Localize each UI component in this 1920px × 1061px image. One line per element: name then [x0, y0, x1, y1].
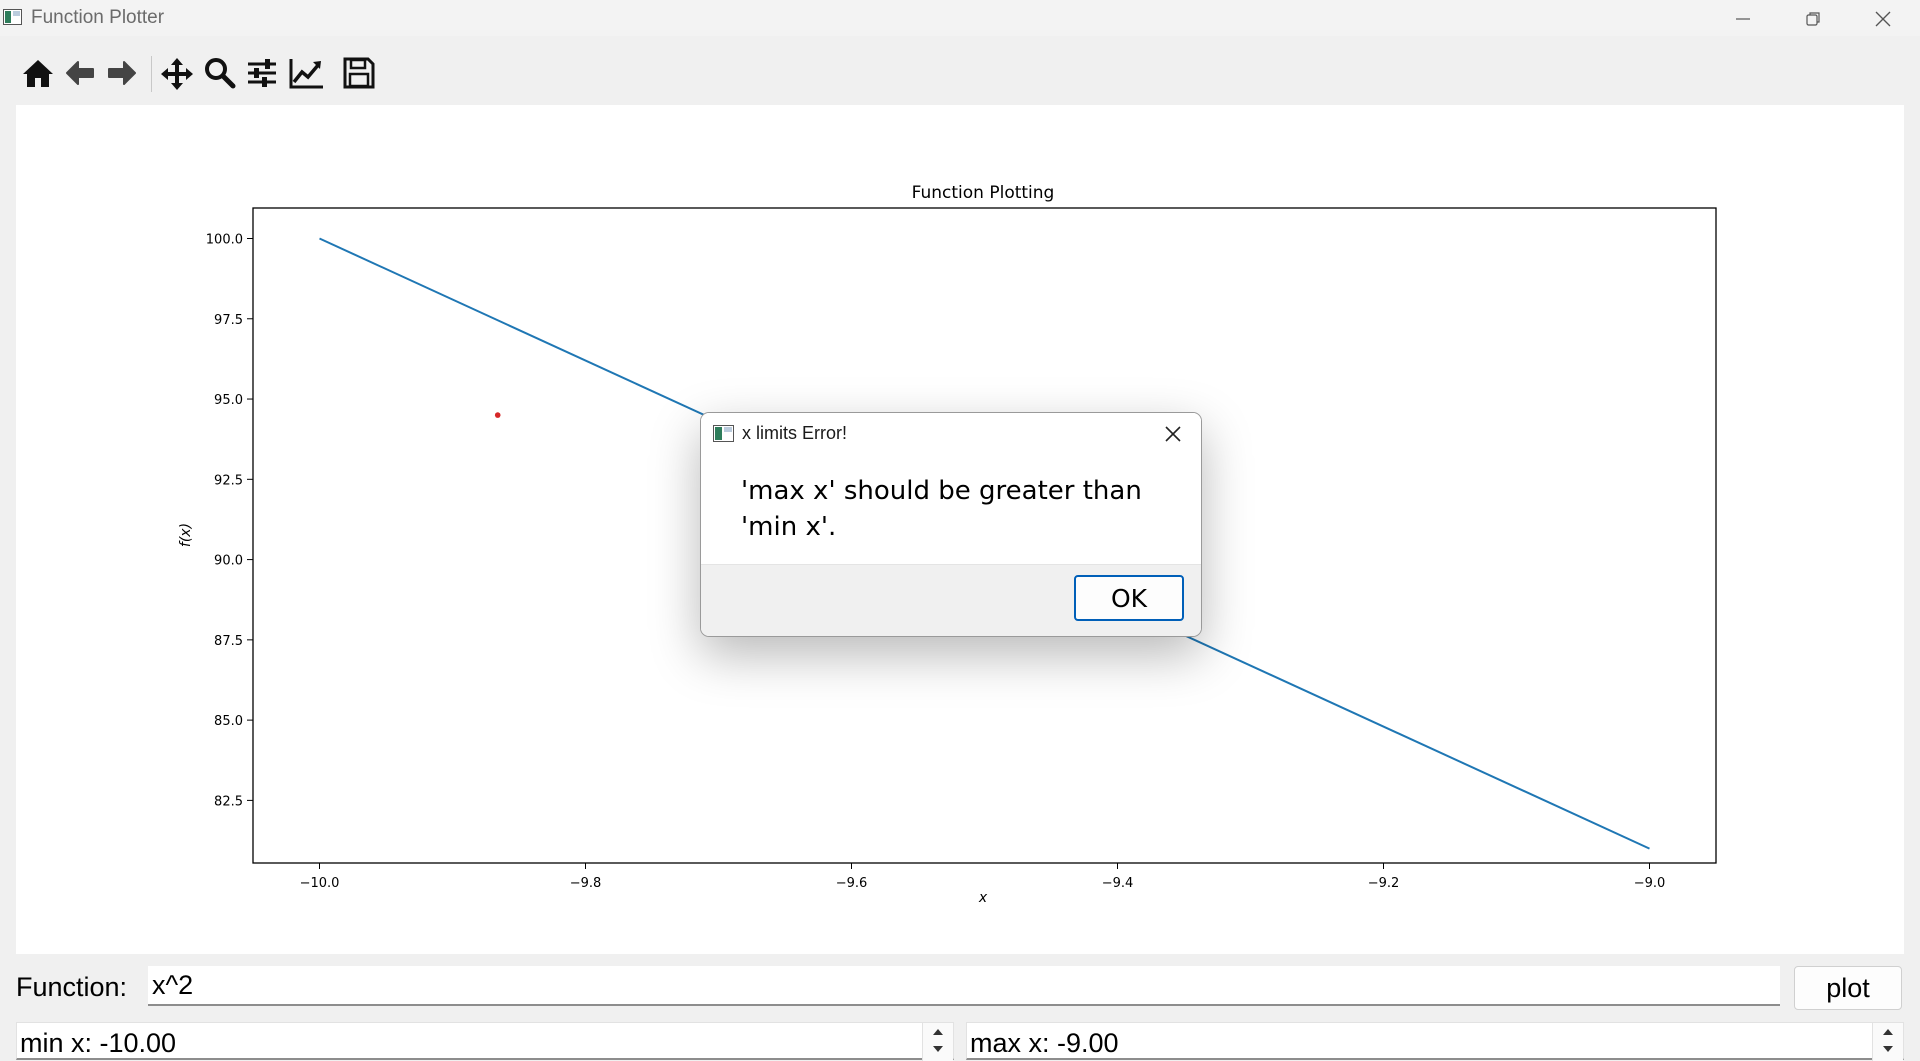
close-icon [1165, 426, 1181, 442]
chevron-up-icon [933, 1029, 943, 1035]
ok-button[interactable]: OK [1074, 575, 1184, 621]
y-tick-label: 85.0 [214, 714, 243, 729]
dialog-app-icon [713, 425, 734, 442]
x-tick-label: −9.2 [1368, 876, 1400, 891]
arrow-right-icon [108, 61, 136, 85]
dialog-close-button[interactable] [1151, 417, 1195, 451]
floppy-disk-icon [343, 57, 375, 89]
y-tick-label: 87.5 [214, 634, 243, 649]
x-axis: −10.0 −9.8 −9.6 −9.4 −9.2 −9.0 [300, 863, 1666, 891]
sliders-icon [248, 59, 276, 87]
y-axis: 82.5 85.0 87.5 90.0 92.5 95.0 97.5 100.0 [206, 233, 253, 809]
y-axis-label: f(x) [178, 523, 194, 547]
dialog-title: x limits Error! [742, 423, 847, 443]
min-x-value: min x: -10.00 [20, 1028, 177, 1058]
y-tick-label: 100.0 [206, 233, 243, 248]
y-tick-label: 97.5 [214, 313, 243, 328]
toolbar-separator [151, 56, 152, 92]
close-icon [1875, 11, 1891, 27]
restore-button[interactable] [1778, 0, 1848, 36]
dialog-title-bar: x limits Error! [701, 413, 1201, 455]
chevron-down-icon [1883, 1046, 1893, 1052]
min-x-increment[interactable] [923, 1023, 953, 1040]
back-button[interactable] [60, 50, 100, 98]
app-icon [3, 9, 22, 25]
max-x-spinbox[interactable]: max x: -9.00 [966, 1022, 1904, 1061]
error-dialog: x limits Error! 'max x' should be greate… [700, 412, 1202, 637]
max-x-increment[interactable] [1873, 1023, 1903, 1040]
max-x-decrement[interactable] [1873, 1041, 1903, 1058]
window-title: Function Plotter [31, 7, 165, 28]
min-x-stepper [922, 1023, 953, 1061]
line-chart-icon [289, 59, 323, 89]
navigation-toolbar [0, 50, 420, 100]
x-tick-label: −9.0 [1634, 876, 1666, 891]
axes-frame [252, 207, 1717, 864]
chevron-up-icon [1883, 1029, 1893, 1035]
x-tick-label: −10.0 [300, 876, 340, 891]
max-x-value: max x: -9.00 [970, 1028, 1119, 1058]
zoom-button[interactable] [200, 50, 240, 98]
x-axis-label: x [978, 890, 988, 906]
home-button[interactable] [18, 50, 58, 98]
dialog-message: 'max x' should be greater than 'min x'. [741, 476, 1142, 542]
plot-button[interactable]: plot [1794, 966, 1902, 1010]
x-tick-label: −9.6 [836, 876, 868, 891]
close-window-button[interactable] [1848, 0, 1918, 36]
chart-title: Function Plotting [912, 183, 1055, 203]
function-label: Function: [16, 972, 128, 1002]
y-tick-label: 95.0 [214, 393, 243, 408]
max-x-stepper [1872, 1023, 1903, 1061]
edit-axes-button[interactable] [285, 50, 325, 98]
save-figure-button[interactable] [339, 50, 379, 98]
data-point-marker [494, 412, 501, 418]
home-icon [23, 60, 53, 87]
min-x-spinbox[interactable]: min x: -10.00 [16, 1022, 954, 1061]
x-tick-label: −9.4 [1102, 876, 1134, 891]
pan-button[interactable] [156, 50, 196, 98]
move-icon [161, 58, 193, 90]
function-input[interactable] [148, 966, 1780, 1006]
minimize-icon [1736, 18, 1750, 20]
chevron-down-icon [933, 1046, 943, 1052]
forward-button[interactable] [102, 50, 142, 98]
minimize-button[interactable] [1708, 0, 1778, 36]
dialog-button-bar: OK [701, 564, 1201, 636]
restore-icon [1806, 12, 1820, 26]
min-x-decrement[interactable] [923, 1041, 953, 1058]
y-tick-label: 92.5 [214, 473, 243, 488]
arrow-left-icon [66, 61, 94, 85]
y-tick-label: 90.0 [214, 554, 243, 569]
window-title-bar: Function Plotter [0, 0, 1920, 36]
x-tick-label: −9.8 [570, 876, 602, 891]
y-tick-label: 82.5 [214, 794, 243, 809]
magnifier-icon [205, 58, 236, 89]
configure-subplots-button[interactable] [242, 50, 282, 98]
